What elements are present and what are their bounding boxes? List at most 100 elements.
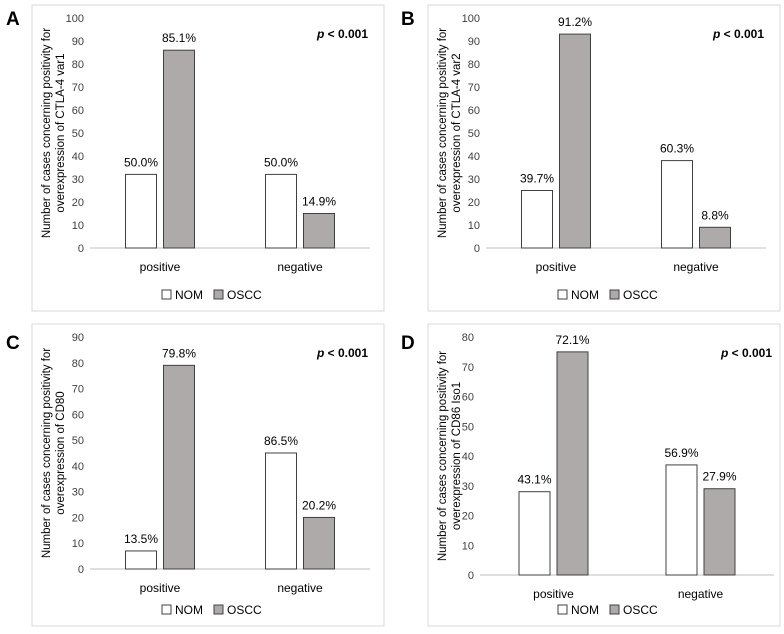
y-tick-label: 70 — [462, 362, 474, 374]
y-tick-label: 90 — [72, 332, 84, 344]
y-tick-label: 60 — [468, 105, 480, 117]
legend-swatch-nom — [557, 604, 568, 615]
y-tick-label: 100 — [462, 13, 480, 25]
legend-swatch-oscc — [213, 289, 224, 300]
x-tick-label: negative — [277, 581, 323, 595]
significance-label: p < 0.001 — [712, 27, 764, 41]
legend-label-nom: NOM — [571, 603, 599, 617]
bar-nom-negative — [661, 160, 693, 249]
legend-label-oscc: OSCC — [623, 603, 658, 617]
x-tick-label: negative — [673, 260, 719, 274]
y-axis-title-line2: overexpression of CD80 — [55, 391, 67, 514]
significance-label: p < 0.001 — [316, 27, 368, 41]
y-tick-label: 80 — [468, 59, 480, 71]
y-tick-label: 0 — [78, 243, 84, 255]
bar-nom-positive — [518, 491, 551, 576]
y-tick-label: 50 — [72, 128, 84, 140]
panel-letter-a: A — [6, 9, 20, 30]
y-axis-title-line2: overexpression of CTLA-4 var2 — [451, 53, 463, 212]
data-label-nom-negative: 60.3% — [660, 142, 694, 156]
bar-oscc-positive — [163, 364, 195, 570]
y-tick-label: 60 — [72, 409, 84, 421]
panel-letter-d: D — [401, 333, 415, 354]
bar-nom-negative — [265, 173, 297, 249]
legend-swatch-nom — [161, 604, 172, 615]
bar-nom-positive — [125, 173, 157, 249]
y-tick-label: 10 — [462, 540, 474, 552]
chart-frame — [427, 4, 781, 312]
bar-oscc-positive — [559, 33, 591, 249]
y-tick-label: 80 — [72, 59, 84, 71]
legend-label-oscc: OSCC — [623, 288, 658, 302]
y-tick-label: 40 — [72, 151, 84, 163]
bar-oscc-negative — [703, 488, 736, 576]
x-tick-label: positive — [536, 260, 577, 274]
y-tick-label: 30 — [462, 481, 474, 493]
y-tick-label: 70 — [468, 82, 480, 94]
x-tick-label: positive — [533, 587, 574, 601]
data-label-oscc-positive: 72.1% — [555, 333, 589, 347]
legend-swatch-oscc — [609, 289, 620, 300]
y-tick-label: 30 — [468, 174, 480, 186]
y-tick-label: 60 — [462, 392, 474, 404]
x-tick-label: negative — [678, 587, 724, 601]
bar-oscc-positive — [556, 351, 589, 576]
y-tick-label: 0 — [78, 564, 84, 576]
legend-label-oscc: OSCC — [227, 603, 262, 617]
bar-nom-negative — [665, 464, 698, 576]
data-label-nom-positive: 50.0% — [124, 155, 158, 169]
y-tick-label: 50 — [468, 128, 480, 140]
data-label-oscc-negative: 27.9% — [702, 470, 736, 484]
data-label-oscc-negative: 20.2% — [302, 498, 336, 512]
legend-label-oscc: OSCC — [227, 288, 262, 302]
x-tick-label: positive — [140, 260, 181, 274]
y-tick-label: 90 — [72, 36, 84, 48]
y-axis-title-line1: Number of cases concerning positivity fo… — [437, 28, 449, 238]
bar-nom-positive — [521, 190, 553, 249]
y-axis-title-line2: overexpression of CTLA-4 var1 — [55, 53, 67, 212]
y-tick-label: 50 — [72, 435, 84, 447]
y-tick-label: 40 — [72, 461, 84, 473]
y-axis-title-line1: Number of cases concerning positivity fo… — [41, 348, 53, 558]
y-axis-title-line1: Number of cases concerning positivity fo… — [437, 351, 449, 561]
data-label-oscc-positive: 85.1% — [162, 31, 196, 45]
y-tick-label: 70 — [72, 82, 84, 94]
y-tick-label: 100 — [66, 13, 84, 25]
y-tick-label: 90 — [468, 36, 480, 48]
y-tick-label: 80 — [462, 332, 474, 344]
y-tick-label: 0 — [468, 570, 474, 582]
data-label-nom-positive: 43.1% — [517, 473, 551, 487]
x-tick-label: negative — [277, 260, 323, 274]
y-axis-title-line2: overexpression of CD86 Iso1 — [451, 382, 463, 530]
data-label-nom-negative: 86.5% — [264, 434, 298, 448]
y-tick-label: 30 — [72, 174, 84, 186]
bar-nom-positive — [125, 550, 157, 570]
y-tick-label: 10 — [72, 220, 84, 232]
x-tick-label: positive — [140, 581, 181, 595]
y-tick-label: 20 — [462, 511, 474, 523]
chart-frame — [427, 323, 781, 627]
y-axis-title-line1: Number of cases concerning positivity fo… — [41, 28, 53, 238]
data-label-nom-negative: 50.0% — [264, 155, 298, 169]
y-tick-label: 60 — [72, 105, 84, 117]
bar-oscc-positive — [163, 49, 195, 249]
data-label-oscc-negative: 14.9% — [302, 195, 336, 209]
legend-swatch-nom — [161, 289, 172, 300]
y-tick-label: 10 — [72, 538, 84, 550]
data-label-oscc-negative: 8.8% — [701, 208, 729, 222]
y-tick-label: 50 — [462, 421, 474, 433]
panel-letter-c: C — [6, 333, 20, 354]
y-tick-label: 20 — [72, 512, 84, 524]
significance-label: p < 0.001 — [720, 346, 772, 360]
bar-nom-negative — [265, 452, 297, 570]
legend-label-nom: NOM — [175, 288, 203, 302]
y-tick-label: 20 — [468, 197, 480, 209]
bar-oscc-negative — [699, 226, 731, 249]
significance-label: p < 0.001 — [316, 346, 368, 360]
y-tick-label: 10 — [468, 220, 480, 232]
chart-frame — [31, 323, 385, 627]
data-label-oscc-positive: 91.2% — [558, 15, 592, 29]
